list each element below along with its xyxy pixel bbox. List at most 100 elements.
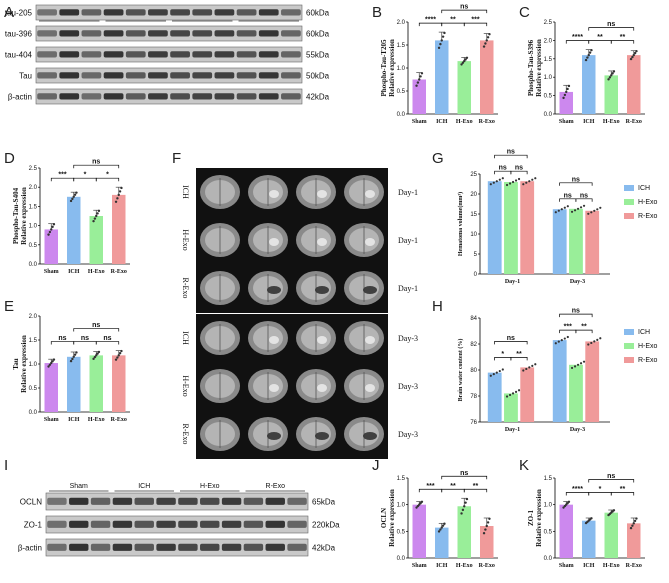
data-point <box>557 209 560 212</box>
blot-band <box>287 497 307 505</box>
blot-band <box>214 72 235 79</box>
legend-label: ICH <box>638 185 650 192</box>
data-point <box>120 349 123 353</box>
sig-label: **** <box>425 17 436 24</box>
data-point <box>567 500 571 503</box>
data-point <box>531 178 534 181</box>
blot-band <box>90 520 111 528</box>
hematoma <box>269 336 279 344</box>
bar <box>604 75 618 114</box>
bar <box>559 91 573 114</box>
y-tick-label: 78 <box>470 394 477 400</box>
sig-label: ns <box>460 4 468 11</box>
blot-band <box>125 9 146 16</box>
x-tick-label: ICH <box>68 417 80 423</box>
y-tick-label: 0.5 <box>397 89 406 95</box>
data-point <box>460 63 463 66</box>
y-tick-label: 0.0 <box>544 112 553 118</box>
blot-band <box>170 72 190 79</box>
data-point <box>587 212 590 215</box>
data-point <box>461 508 465 512</box>
y-axis-label: Relative expression <box>535 39 543 97</box>
data-point <box>482 45 486 48</box>
data-point <box>508 393 512 397</box>
sig-bracket <box>610 40 635 44</box>
blot-row-label: tau-396 <box>5 30 33 39</box>
hematoma <box>269 238 279 246</box>
blot-band <box>69 520 89 528</box>
data-point <box>514 390 518 393</box>
blot-band <box>90 543 111 551</box>
hematoma <box>315 286 329 294</box>
y-axis-label: Relative expression <box>388 489 396 547</box>
blot-band <box>236 93 257 100</box>
blot-band <box>148 30 168 37</box>
data-point <box>461 61 465 64</box>
data-point <box>501 368 504 371</box>
y-tick-label: 0.5 <box>29 243 38 249</box>
mri-row-label: ICH <box>181 331 190 345</box>
x-tick-label: Sham <box>412 563 427 569</box>
data-point <box>517 389 521 392</box>
data-point <box>570 210 574 213</box>
blot-band <box>192 51 213 58</box>
data-point <box>570 366 574 370</box>
y-tick-label: 82 <box>470 342 477 348</box>
blot-band <box>243 497 264 505</box>
blot-band <box>258 51 279 58</box>
data-point <box>437 46 441 50</box>
chart-d: 0.0 0.5 1.0 1.5 2.0 2.5 Phospho-Tau-S404 Relati… <box>12 159 130 275</box>
blot-I: Sham ICH H-Exo R-Exo OCLN 65kDa ZO-1 220kDa β-ac… <box>18 483 340 557</box>
legend-label: H-Exo <box>638 343 658 350</box>
data-point <box>47 233 50 236</box>
data-point <box>632 522 635 525</box>
mri-day1: ICH Day-1 H-Exo Day-1 R-Exo Day-1 <box>181 168 418 313</box>
data-point <box>50 361 53 365</box>
sig-bracket <box>441 475 488 480</box>
blot-group-label: ICH <box>138 483 150 490</box>
blot-group-label: H-Exo <box>200 483 220 490</box>
blot-band <box>192 72 213 79</box>
data-point <box>463 505 466 508</box>
x-tick-label: ICH <box>436 119 448 125</box>
sig-label: ns <box>507 335 515 342</box>
blot-band <box>236 72 257 79</box>
y-tick-label: 2.0 <box>29 185 38 191</box>
data-point <box>117 193 120 197</box>
blot-strip <box>35 67 303 84</box>
data-point <box>93 217 97 220</box>
sig-label: ** <box>620 34 626 41</box>
legend-swatch <box>624 357 634 363</box>
sig-label: ns <box>460 470 468 477</box>
blot-band <box>287 543 307 551</box>
data-point <box>118 352 122 355</box>
hematoma <box>363 286 377 294</box>
sig-bracket <box>494 154 528 159</box>
x-tick-label: R-Exo <box>479 563 495 569</box>
sig-label: ** <box>597 34 603 41</box>
x-tick-label: Sham <box>559 119 574 125</box>
data-point <box>440 39 443 42</box>
data-point <box>579 362 583 365</box>
sig-label: ** <box>450 483 456 490</box>
data-point <box>596 208 599 211</box>
blot-band <box>37 30 57 37</box>
y-tick-label: 1.0 <box>544 75 553 81</box>
sig-bracket <box>559 182 593 186</box>
sig-label: * <box>84 172 87 179</box>
data-point <box>579 206 583 209</box>
data-point <box>72 355 75 358</box>
data-point <box>418 78 421 81</box>
hematoma <box>317 336 327 344</box>
blot-band <box>112 543 133 551</box>
bar <box>585 341 600 422</box>
blot-band <box>221 497 242 505</box>
data-point <box>485 524 488 528</box>
bar <box>487 372 502 422</box>
y-tick-label: 76 <box>470 420 477 426</box>
sig-bracket <box>610 492 635 496</box>
data-point <box>612 509 616 512</box>
panel-letter-i: I <box>4 457 8 474</box>
data-point <box>599 337 602 340</box>
